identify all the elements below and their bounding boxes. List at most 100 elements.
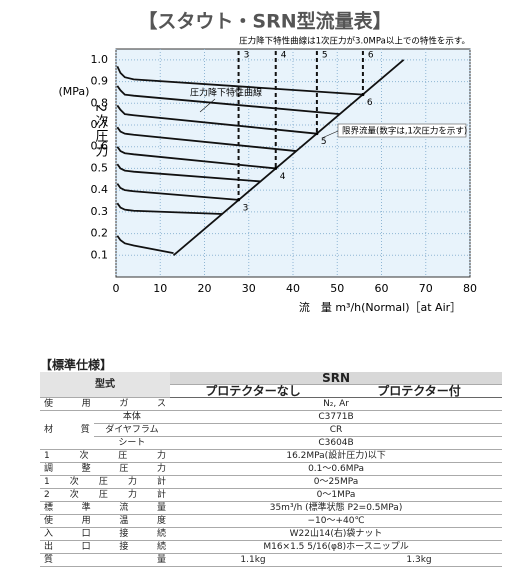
spec-value: W22山14(右)袋ナット: [170, 527, 502, 541]
x-tick-label: 20: [198, 282, 212, 295]
spec-row: 出口接続 M16×1.5 5/16(φ8)ホースニップル: [40, 540, 502, 554]
spec-row: 入口接続 W22山14(右)袋ナット: [40, 527, 502, 541]
spec-label: 使用温度: [40, 514, 171, 528]
spec-label: 材質: [40, 410, 94, 450]
leader: [321, 130, 339, 139]
x-tick-label: 60: [375, 282, 389, 295]
spec-label: 調整圧力: [40, 462, 171, 476]
chart: 【スタウト・SRN型流量表】 0.1 0.2 0.3 0.4 0.5 0.6 0.7 0.8 0…: [59, 10, 477, 315]
y-tick-label: 0.4: [91, 183, 109, 196]
variant: プロテクター付: [336, 384, 502, 398]
spec-value: C3604B: [170, 436, 502, 450]
spec-table: 型式 SRN プロテクターなし プロテクター付 使用ガス N₂, Ar 材質 本体 C3771B…: [40, 372, 502, 567]
pressure-curve: [116, 235, 174, 254]
spec-label: 標準流量: [40, 501, 171, 515]
chart-title: 【スタウト・SRN型流量表】: [138, 10, 391, 33]
limit-point: [274, 166, 278, 170]
model-header: 型式: [40, 372, 171, 398]
spec-label: 2次圧力計: [40, 488, 171, 502]
spec-value: C3771B: [170, 410, 502, 424]
table-title: 【標準仕様】: [40, 358, 113, 372]
spec-label: 入口接続: [40, 527, 171, 541]
y-tick-label: 0.2: [91, 227, 109, 240]
x-tick-label: 80: [463, 282, 477, 295]
x-tick-label: 10: [153, 282, 167, 295]
pressure-curve: [116, 126, 297, 152]
spec-row: ダイヤフラム CR: [40, 423, 502, 437]
spec-row: 1次圧力 16.2MPa(設計圧力)以下: [40, 449, 502, 463]
spec-label: 質量: [40, 553, 171, 567]
y-tick-label: 0.3: [91, 205, 109, 218]
spec-row: 材質 本体 C3771B: [40, 410, 502, 450]
x-tick-label: 50: [330, 282, 344, 295]
pressure-curve: [116, 104, 317, 135]
spec-row: 使用ガス N₂, Ar: [40, 397, 502, 411]
y-tick-label: 1.0: [91, 53, 109, 66]
limit-top-label: 6: [368, 51, 374, 61]
y-tick-label: 0.1: [91, 248, 109, 261]
spec-value: CR: [170, 423, 502, 437]
pressure-curve: [116, 85, 340, 116]
note: 圧力降下特性曲線は1次圧力が3.0MPa以上での特性を示す。: [239, 36, 470, 47]
leader: [199, 98, 216, 113]
y-axis-label: 2次圧力: [93, 104, 109, 159]
y-tick-label: 0.8: [91, 96, 109, 109]
spec-sublabel: 本体: [93, 410, 171, 424]
spec-value: −10〜+40℃: [170, 514, 502, 528]
pressure-curve: [116, 163, 261, 183]
x-tick-label: 40: [286, 282, 300, 295]
spec-label: 使用ガス: [40, 397, 171, 411]
y-tick-label: 0.5: [91, 161, 109, 174]
spec-value: 0〜25MPa: [170, 475, 502, 489]
y-tick-label: 0.7: [91, 118, 109, 131]
limit-point: [237, 198, 241, 202]
limit-point-label: 6: [367, 98, 373, 108]
spec-row: 2次圧力計 0〜1MPa: [40, 488, 502, 502]
curve-annotation: 圧力降下特性曲線: [190, 87, 262, 99]
x-tick-label: 30: [242, 282, 256, 295]
spec-label: 出口接続: [40, 540, 171, 554]
pressure-curve: [116, 202, 223, 215]
spec-row: 1次圧力計 0〜25MPa: [40, 475, 502, 489]
spec-value: 0.1〜0.6MPa: [170, 462, 502, 476]
limit-annotation: 限界流量(数字は,1次圧力を示す): [342, 126, 467, 137]
spec-label: 1次圧力計: [40, 475, 171, 489]
spec-value: 0〜1MPa: [170, 488, 502, 502]
limit-point-label: 3: [243, 203, 249, 213]
spec-label: 1次圧力: [40, 449, 171, 463]
pressure-curve: [116, 183, 239, 201]
limit-line: [172, 59, 405, 256]
y-axis-unit: (MPa): [59, 85, 90, 98]
spec-value: 16.2MPa(設計圧力)以下: [170, 449, 502, 463]
x-axis-label: 流 量 m³/h(Normal)［at Air］: [299, 300, 461, 314]
limit-point-label: 4: [280, 172, 286, 182]
spec-sublabel: ダイヤフラム: [93, 423, 171, 437]
spec-row: 調整圧力 0.1〜0.6MPa: [40, 462, 502, 476]
spec-row: 使用温度 −10〜+40℃: [40, 514, 502, 528]
x-tick-label: 0: [113, 282, 120, 295]
spec-value: M16×1.5 5/16(φ8)ホースニップル: [170, 540, 502, 554]
spec-row: 質量 1.1kg 1.3kg: [40, 553, 502, 567]
variant: プロテクターなし: [170, 384, 337, 398]
spec-value: 1.3kg: [336, 553, 502, 567]
limit-point-label: 5: [321, 137, 327, 147]
limit-top-label: 5: [322, 51, 328, 61]
spec-row: シート C3604B: [40, 436, 502, 450]
spec-value: 1.1kg: [170, 553, 337, 567]
header-row: プロテクターなし プロテクター付: [40, 384, 502, 398]
spec-value: 35m³/h (標準状態 P2=0.5MPa): [170, 501, 502, 515]
pressure-curve: [116, 146, 276, 170]
annotation-box: [337, 123, 467, 138]
y-tick-label: 0.6: [91, 140, 109, 153]
limit-top-label: 3: [244, 51, 250, 61]
header-row: 型式 SRN: [40, 372, 502, 398]
limit-top-label: 4: [281, 51, 287, 61]
x-tick-label: 70: [419, 282, 433, 295]
y-tick-label: 0.9: [91, 75, 109, 88]
limit-point: [361, 93, 365, 97]
spec-sublabel: シート: [93, 436, 171, 450]
limit-point: [315, 132, 319, 136]
pressure-curve: [116, 65, 363, 96]
spec-value: N₂, Ar: [170, 397, 502, 411]
